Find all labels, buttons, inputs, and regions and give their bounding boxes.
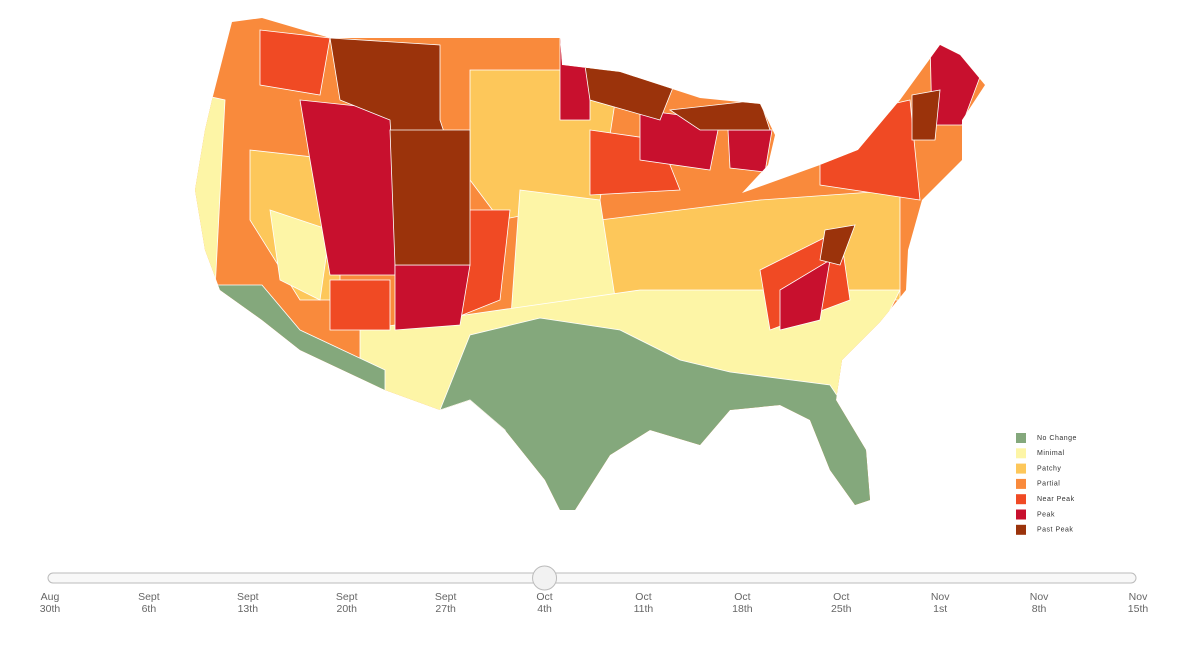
slider-month[interactable]: Oct [635, 591, 651, 603]
slider-day[interactable]: 11th [634, 603, 654, 615]
legend-swatch [1016, 448, 1026, 459]
slider-month[interactable]: Nov [1030, 591, 1049, 603]
legend: No Change Minimal Patchy Partial Near Peak Pe… [1016, 433, 1077, 535]
slider-month[interactable]: Oct [833, 591, 849, 603]
legend-swatch [1016, 494, 1026, 505]
legend-label: Partial [1037, 481, 1060, 488]
slider-day[interactable]: 18th [732, 603, 753, 615]
legend-swatch [1016, 509, 1026, 520]
slider-labels: Aug30thSept6thSept13thSept20thSept27thOc… [40, 591, 1149, 615]
slider-day[interactable]: 20th [337, 603, 358, 615]
slider-month[interactable]: Nov [931, 591, 950, 603]
slider-month[interactable]: Aug [41, 591, 60, 603]
slider-month[interactable]: Sept [237, 591, 259, 603]
slider-month[interactable]: Sept [435, 591, 457, 603]
slider-day[interactable]: 30th [40, 603, 61, 615]
legend-label: Minimal [1037, 450, 1065, 457]
slider-month[interactable]: Sept [336, 591, 358, 603]
slider-month[interactable]: Sept [138, 591, 160, 603]
legend-label: Near Peak [1037, 496, 1075, 503]
slider-month[interactable]: Oct [536, 591, 552, 603]
slider-thumb[interactable] [532, 565, 558, 591]
legend-swatch [1016, 524, 1026, 535]
slider-track[interactable] [47, 572, 1137, 584]
slider-day[interactable]: 6th [142, 603, 157, 615]
slider-month[interactable]: Nov [1129, 591, 1148, 603]
legend-swatch [1016, 463, 1026, 474]
legend-label: Past Peak [1037, 527, 1073, 534]
slider-month[interactable]: Oct [734, 591, 750, 603]
legend-label: Peak [1037, 511, 1055, 518]
slider-day[interactable]: 4th [537, 603, 552, 615]
slider-day[interactable]: 8th [1032, 603, 1047, 615]
legend-swatch [1016, 478, 1026, 489]
legend-label: Patchy [1037, 465, 1061, 472]
us-map [195, 18, 985, 510]
slider-day[interactable]: 27th [435, 603, 456, 615]
slider-day[interactable]: 1st [933, 603, 947, 615]
slider-day[interactable]: 25th [831, 603, 852, 615]
legend-swatch [1016, 433, 1026, 443]
legend-label: No Change [1037, 435, 1077, 442]
slider-day[interactable]: 13th [238, 603, 259, 615]
slider-day[interactable]: 15th [1128, 603, 1149, 615]
